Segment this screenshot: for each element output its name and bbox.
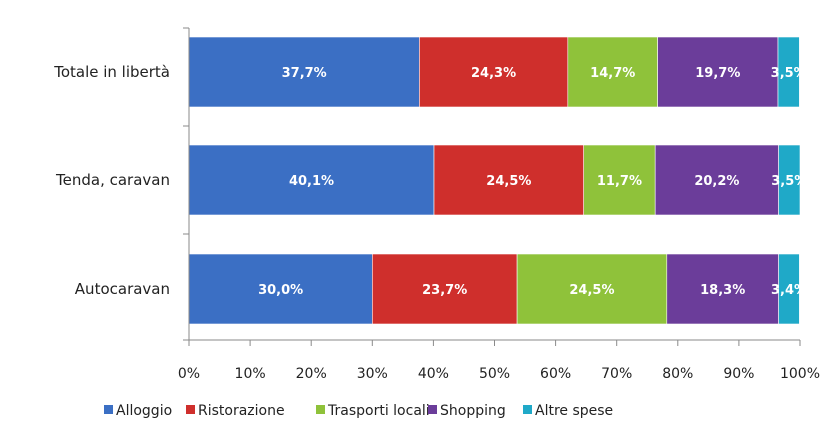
bar-segment — [371, 253, 518, 325]
legend-label: Alloggio — [116, 403, 172, 419]
data-label: 23,7% — [422, 283, 467, 298]
bar-segment — [666, 253, 779, 325]
data-label: 30,0% — [258, 283, 303, 298]
labels-layer: 37,7% 24,3% 14,7% 19,7% 3,5% 40,1% 24,5% 11,7% 2… — [258, 66, 807, 298]
data-label: 11,7% — [597, 174, 642, 189]
category-label: Tenda, caravan — [55, 171, 170, 189]
x-tick-label: 50% — [479, 366, 510, 382]
bar-segment — [654, 144, 779, 216]
x-tick-label: 0% — [178, 366, 200, 382]
legend-label: Trasporti locali — [327, 403, 430, 419]
bar-segment — [188, 144, 435, 216]
legend-label: Shopping — [440, 403, 506, 419]
data-label: 24,3% — [471, 66, 516, 81]
bar-segment — [433, 144, 585, 216]
data-label: 37,7% — [282, 66, 327, 81]
bars-layer — [188, 36, 801, 325]
x-tick-label: 90% — [723, 366, 754, 382]
x-tick-label: 30% — [357, 366, 388, 382]
data-label: 3,5% — [771, 174, 807, 189]
data-label: 20,2% — [694, 174, 739, 189]
x-tick-label: 100% — [780, 366, 820, 382]
data-label: 40,1% — [289, 174, 334, 189]
bar-segment — [567, 36, 658, 108]
bar-segment — [188, 36, 420, 108]
x-tick-label: 40% — [418, 366, 449, 382]
x-tick-label: 80% — [662, 366, 693, 382]
x-tick-label: 60% — [540, 366, 571, 382]
legend-item: Ristorazione — [186, 403, 285, 419]
legend-swatch — [428, 405, 437, 414]
legend-label: Ristorazione — [198, 403, 285, 419]
legend-item: Trasporti locali — [316, 403, 430, 419]
legend-swatch — [104, 405, 113, 414]
legend-label: Altre spese — [535, 403, 613, 419]
legend-item: Alloggio — [104, 403, 172, 419]
legend-item: Altre spese — [523, 403, 613, 419]
bar-segment — [778, 253, 800, 325]
legend-swatch — [523, 405, 532, 414]
bar-segment — [777, 36, 800, 108]
bar-segment — [188, 253, 373, 325]
legend-swatch — [316, 405, 325, 414]
bar-segment — [657, 36, 779, 108]
x-tick-label: 70% — [601, 366, 632, 382]
legend-item: Shopping — [428, 403, 506, 419]
category-label: Totale in libertà — [53, 63, 170, 81]
data-label: 24,5% — [486, 174, 531, 189]
category-label: Autocaravan — [75, 280, 170, 298]
bar-segment — [419, 36, 569, 108]
data-label: 3,4% — [771, 283, 807, 298]
legend-swatch — [186, 405, 195, 414]
bar-segment — [516, 253, 668, 325]
data-label: 24,5% — [569, 283, 614, 298]
legend: Alloggio Ristorazione Trasporti locali Shop… — [104, 403, 613, 419]
x-tick-label: 10% — [235, 366, 266, 382]
bar-segment — [778, 144, 801, 216]
data-label: 19,7% — [695, 66, 740, 81]
data-label: 18,3% — [700, 283, 745, 298]
x-tick-label: 20% — [296, 366, 327, 382]
bar-segment — [583, 144, 656, 216]
data-label: 3,5% — [771, 66, 807, 81]
data-label: 14,7% — [590, 66, 635, 81]
axis-layer: Totale in libertà Tenda, caravan Autocarav… — [53, 27, 820, 382]
